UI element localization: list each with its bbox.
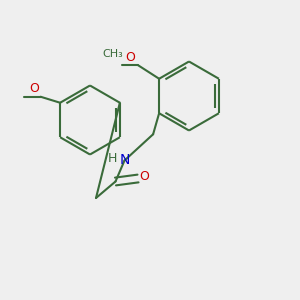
Text: CH₃: CH₃ — [102, 49, 123, 59]
Text: O: O — [140, 170, 149, 184]
Text: N: N — [119, 154, 130, 167]
Text: O: O — [29, 82, 39, 95]
Text: O: O — [125, 51, 135, 64]
Text: H: H — [108, 152, 117, 165]
